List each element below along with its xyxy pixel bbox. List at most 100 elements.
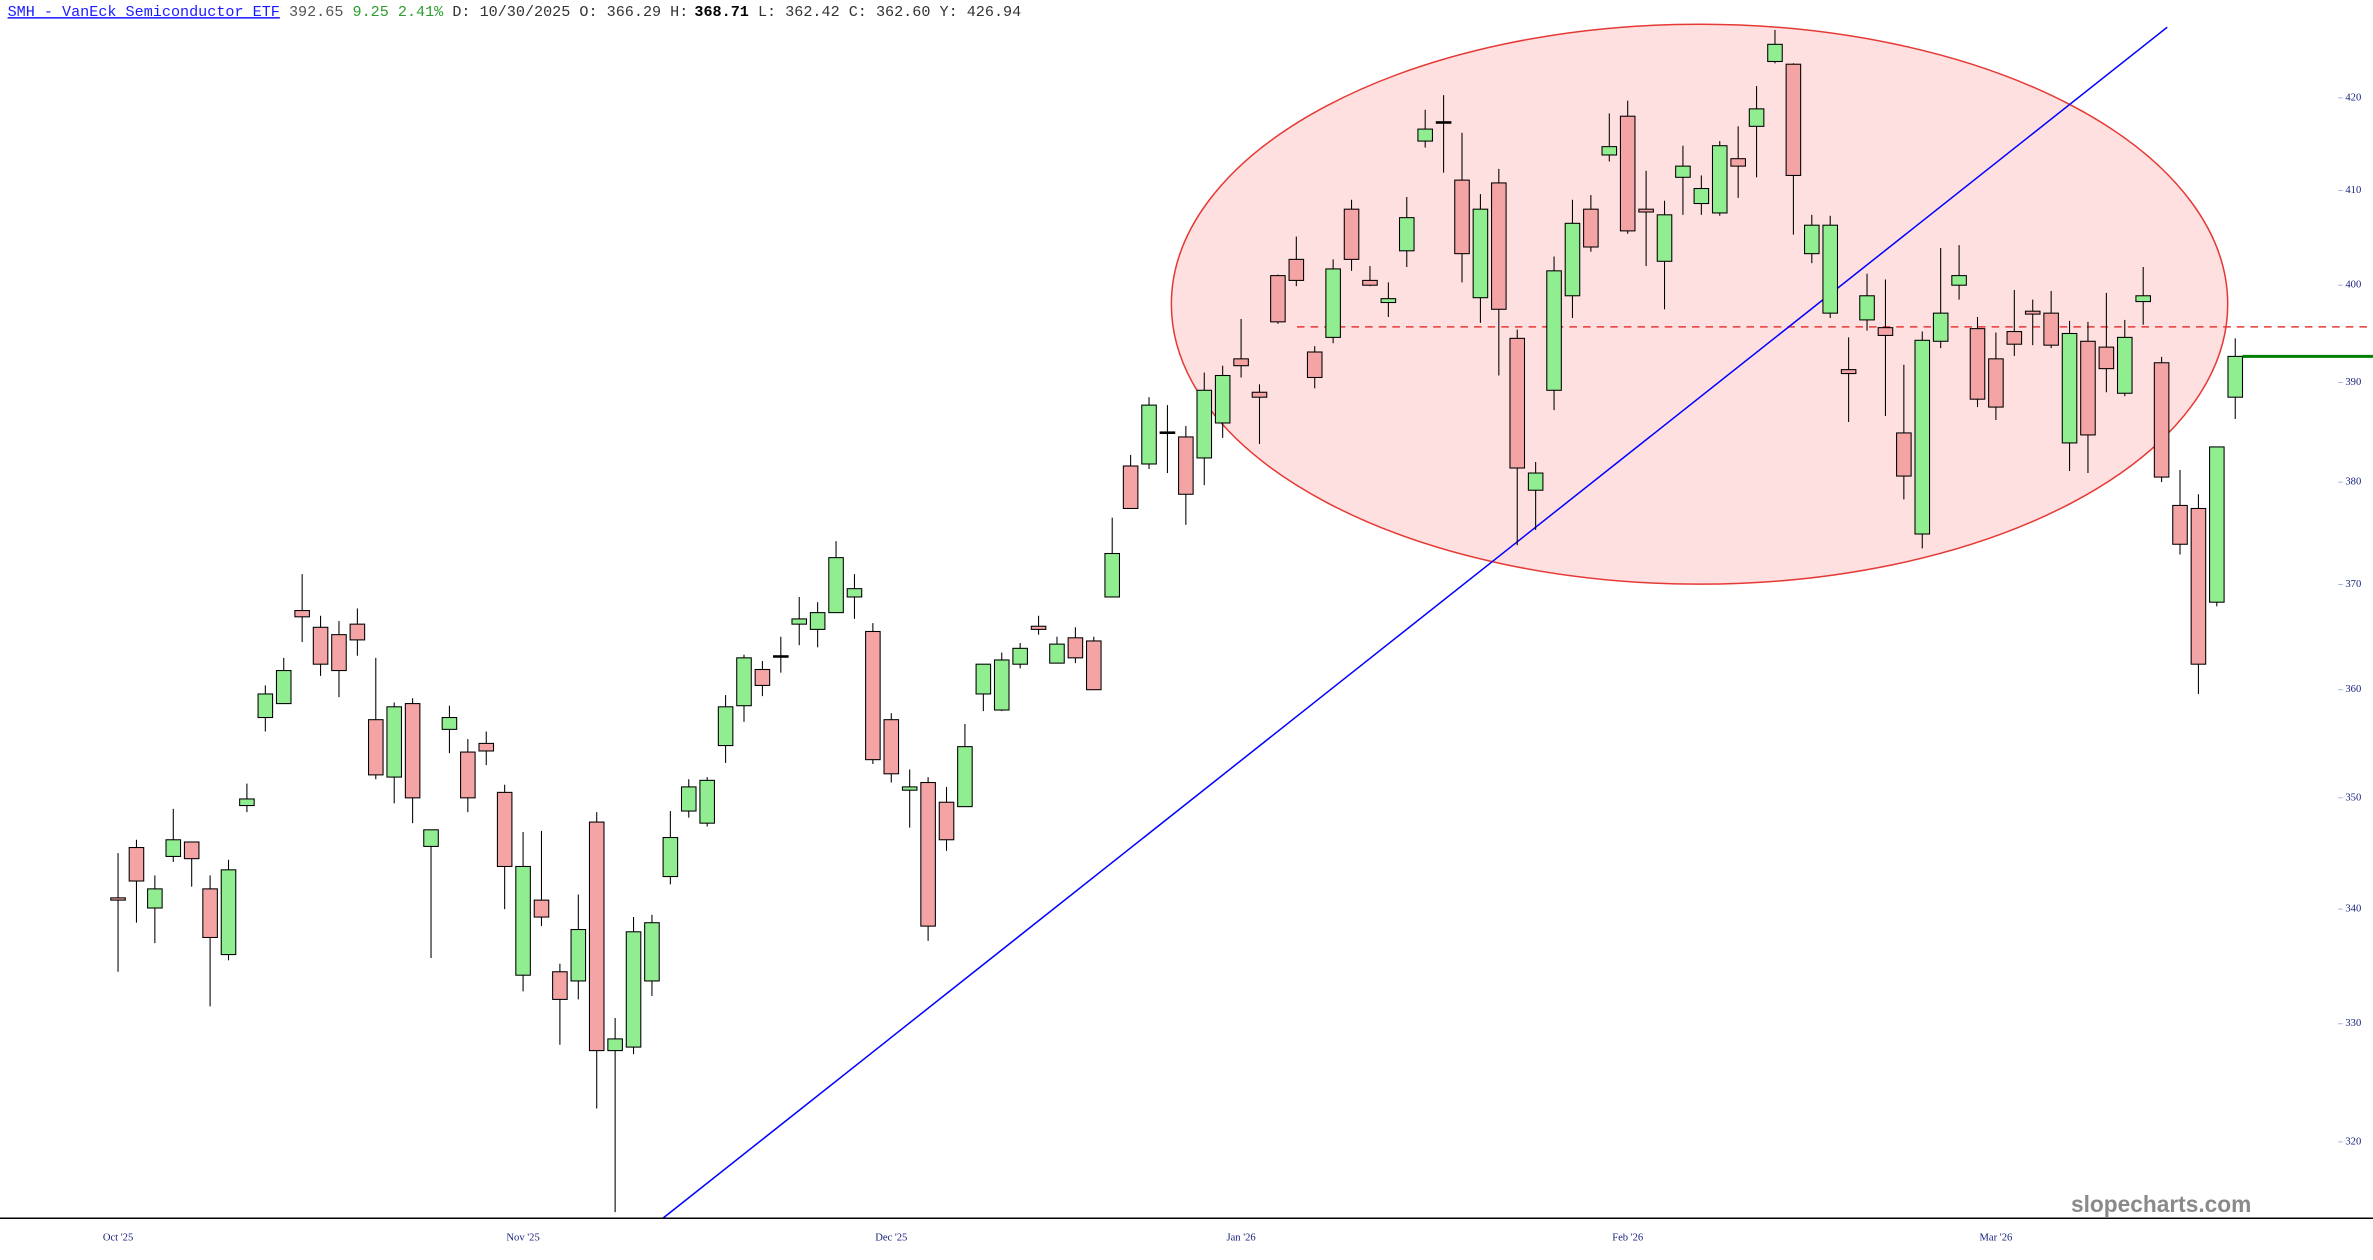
candle-body bbox=[2043, 312, 2059, 346]
candle-body bbox=[2153, 362, 2170, 478]
candle-body bbox=[883, 719, 900, 775]
x-tick-label: Oct '25 bbox=[103, 1232, 133, 1243]
candle-body bbox=[1711, 145, 1728, 214]
candle-body bbox=[257, 693, 274, 719]
candle-body bbox=[367, 719, 384, 776]
candle-body bbox=[1656, 214, 1673, 262]
candle-body bbox=[644, 922, 660, 982]
candle-body bbox=[2024, 310, 2041, 315]
candle-body bbox=[1012, 647, 1028, 665]
candle-body bbox=[515, 865, 531, 976]
candle-body bbox=[1343, 208, 1360, 260]
header: SMH - VanEck Semiconductor ETF 392.65 9.25… bbox=[8, 3, 1022, 21]
watermark: slopecharts.com bbox=[2071, 1191, 2251, 1217]
y-tick-label: 400 bbox=[2345, 280, 2361, 291]
trend-line bbox=[662, 26, 2168, 1219]
candle-body bbox=[1896, 432, 1912, 477]
candle-body bbox=[1306, 351, 1323, 379]
candle-body bbox=[1785, 63, 1802, 176]
candle-body bbox=[901, 786, 918, 791]
y-tick-label: 380 bbox=[2345, 477, 2361, 488]
y-tick-label: 320 bbox=[2345, 1136, 2361, 1147]
candle-body bbox=[1804, 224, 1820, 255]
candle-body bbox=[2135, 295, 2151, 303]
candle-body bbox=[1767, 43, 1783, 63]
y-tick-label: 340 bbox=[2345, 904, 2361, 915]
candle-body bbox=[1675, 165, 1691, 178]
candle-body bbox=[1932, 312, 1949, 342]
candle-body bbox=[1178, 436, 1194, 495]
candle-body bbox=[773, 655, 789, 658]
change: 9.25 2.41% bbox=[352, 3, 444, 21]
candle-body bbox=[2080, 340, 2096, 436]
candle-body bbox=[993, 659, 1010, 711]
candle-body bbox=[1435, 121, 1452, 124]
candle-body bbox=[331, 634, 347, 672]
candle-body bbox=[275, 670, 292, 705]
candle-body bbox=[1509, 337, 1526, 469]
candle-body bbox=[1914, 339, 1931, 535]
candle-body bbox=[2227, 355, 2244, 398]
candle-body bbox=[754, 668, 771, 686]
candle-body bbox=[239, 798, 255, 807]
candle-body bbox=[1380, 298, 1397, 304]
candle-body bbox=[588, 821, 605, 1052]
candle-body bbox=[386, 706, 402, 778]
candle-body bbox=[1840, 369, 1857, 375]
candle-body bbox=[478, 742, 495, 752]
candle-body bbox=[1951, 275, 1967, 286]
candle-body bbox=[2006, 331, 2023, 345]
candle-body bbox=[1601, 146, 1618, 156]
candle-body bbox=[920, 781, 936, 927]
candle-body bbox=[1638, 208, 1654, 213]
candle-body bbox=[1564, 222, 1581, 297]
candle-body bbox=[1325, 268, 1341, 338]
candle-body bbox=[938, 801, 955, 841]
candle-body bbox=[1822, 224, 1839, 314]
candle-body bbox=[2061, 332, 2078, 444]
candle-body bbox=[552, 971, 568, 1000]
candle-body bbox=[1583, 208, 1599, 248]
candle-body bbox=[736, 657, 752, 707]
candle-body bbox=[1491, 182, 1507, 310]
candle-body bbox=[1233, 358, 1249, 367]
candle-body bbox=[294, 610, 310, 618]
x-tick-label: Dec '25 bbox=[875, 1232, 907, 1243]
candle-body bbox=[828, 557, 844, 614]
candle-body bbox=[1288, 258, 1305, 281]
candle-body bbox=[1141, 404, 1157, 465]
candle-body bbox=[1877, 327, 1894, 336]
symbol-link[interactable]: SMH - VanEck Semiconductor ETF bbox=[8, 3, 280, 21]
candle-body bbox=[1251, 391, 1268, 398]
candle-body bbox=[975, 663, 992, 695]
candle-body bbox=[2209, 446, 2225, 603]
candle-body bbox=[423, 829, 439, 847]
high-value: 368.71 bbox=[694, 3, 748, 21]
candle-body bbox=[349, 623, 366, 641]
y-tick-label: 410 bbox=[2345, 185, 2361, 196]
candle-body bbox=[1214, 374, 1231, 424]
candle-body bbox=[699, 779, 715, 824]
candle-body bbox=[1969, 328, 1986, 400]
candle-body bbox=[1086, 640, 1102, 691]
x-tick-label: Nov '25 bbox=[506, 1232, 539, 1243]
candle-body bbox=[441, 716, 458, 730]
candle-body bbox=[404, 703, 421, 799]
candle-body bbox=[183, 841, 200, 860]
candle-body bbox=[957, 746, 973, 808]
x-tick-label: Jan '26 bbox=[1226, 1232, 1255, 1243]
candle-body bbox=[147, 888, 163, 909]
candle-body bbox=[1270, 275, 1286, 323]
y-tick-label: 420 bbox=[2345, 92, 2361, 103]
candle-body bbox=[865, 630, 881, 761]
candles bbox=[110, 29, 2244, 1213]
candle-body bbox=[1362, 279, 1378, 286]
candle-body bbox=[1122, 465, 1139, 510]
candle-body bbox=[496, 791, 513, 868]
candle-body bbox=[1730, 158, 1746, 167]
candle-body bbox=[1748, 108, 1765, 127]
y-tick-label: 390 bbox=[2345, 377, 2361, 388]
